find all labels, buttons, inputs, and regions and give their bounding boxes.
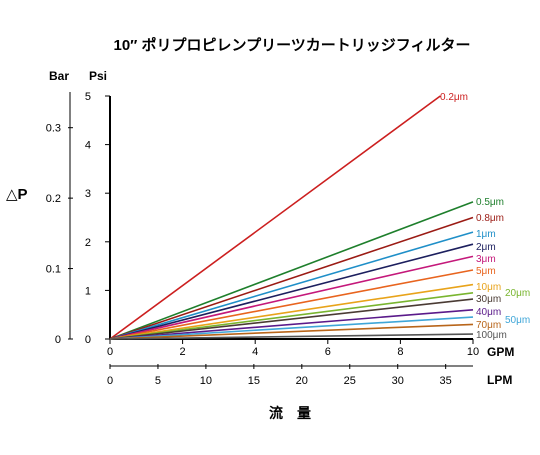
series-label: 2μm: [476, 242, 496, 253]
lpm-tick-label: 25: [344, 375, 356, 387]
bar-tick-label: 0: [55, 334, 61, 346]
lpm-tick-label: 5: [155, 375, 161, 387]
axes-layer: Bar 0 0.1 0.2 0.3 Psi 0 1 2 3 4 5 0 2 4 6 8 10 GPM 0 5 10 15 20…: [46, 69, 515, 387]
series-label: 20μm: [505, 288, 530, 299]
bar-tick-label: 0.2: [46, 193, 61, 205]
series-line: [109, 255, 474, 340]
gpm-tick-label: 6: [325, 346, 331, 358]
lpm-axis-unit: LPM: [487, 373, 512, 387]
series-label: 3μm: [476, 254, 496, 265]
series-label: 0.8μm: [476, 213, 504, 224]
series-line: [109, 309, 474, 340]
lpm-tick-label: 10: [200, 375, 212, 387]
y-axis-label: △P: [6, 186, 28, 203]
psi-tick-label: 1: [85, 285, 91, 297]
series-line: [109, 323, 474, 340]
lpm-tick-label: 15: [248, 375, 260, 387]
series-label: 100μm: [476, 330, 507, 341]
series-line: [109, 243, 474, 340]
gpm-tick-label: 10: [467, 346, 479, 358]
psi-tick-label: 2: [85, 237, 91, 249]
series-label: 40μm: [476, 307, 501, 318]
bar-axis-unit: Bar: [49, 69, 69, 83]
psi-tick-label: 0: [85, 334, 91, 346]
gpm-axis-unit: GPM: [487, 345, 514, 359]
series-line: [109, 269, 474, 340]
series-label: 70μm: [476, 320, 501, 331]
bar-tick-label: 0.1: [46, 264, 61, 276]
series-line: [109, 216, 474, 340]
psi-tick-label: 3: [85, 188, 91, 200]
series-line: [109, 231, 474, 340]
psi-tick-label: 5: [85, 91, 91, 103]
series-line: [109, 283, 474, 340]
series-label: 1μm: [476, 229, 496, 240]
series-label: 10μm: [476, 282, 501, 293]
series-line: [109, 298, 474, 340]
lpm-tick-label: 30: [392, 375, 404, 387]
chart-title: 10″ ポリプロピレンプリーツカートリッジフィルター: [114, 36, 471, 54]
series-line: [109, 201, 474, 340]
lpm-tick-label: 0: [107, 375, 113, 387]
series-line: [109, 95, 441, 340]
gpm-tick-label: 0: [107, 346, 113, 358]
series-line: [109, 333, 474, 340]
series-label: 0.2μm: [440, 92, 468, 103]
series-line: [109, 316, 474, 340]
series-label: 0.5μm: [476, 197, 504, 208]
gpm-tick-label: 4: [252, 346, 258, 358]
gpm-tick-label: 2: [180, 346, 186, 358]
psi-axis-unit: Psi: [89, 69, 107, 83]
lpm-tick-label: 20: [296, 375, 308, 387]
x-axis-label: 流 量: [269, 405, 311, 421]
psi-tick-label: 4: [85, 140, 91, 152]
series-lines: [109, 95, 474, 340]
series-label: 50μm: [505, 315, 530, 326]
series-label: 30μm: [476, 294, 501, 305]
series-label: 5μm: [476, 266, 496, 277]
bar-tick-label: 0.3: [46, 123, 61, 135]
gpm-tick-label: 8: [397, 346, 403, 358]
series-line: [109, 292, 474, 340]
lpm-tick-label: 35: [440, 375, 452, 387]
